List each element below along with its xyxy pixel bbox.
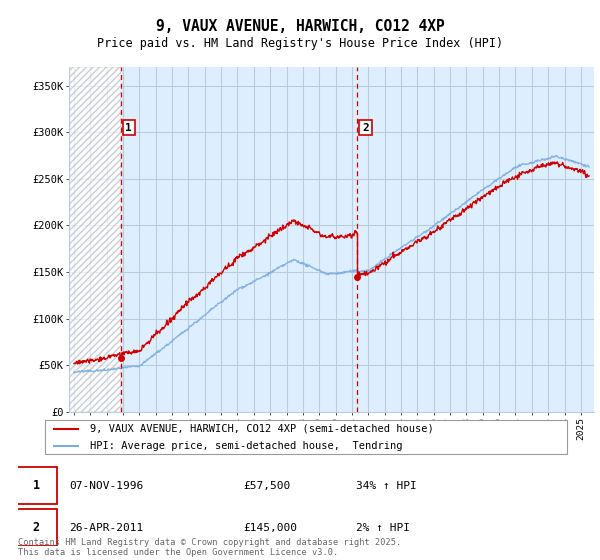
Bar	[69, 67, 121, 412]
Text: 9, VAUX AVENUE, HARWICH, CO12 4XP (semi-detached house): 9, VAUX AVENUE, HARWICH, CO12 4XP (semi-…	[89, 423, 433, 433]
Text: 26-APR-2011: 26-APR-2011	[69, 522, 143, 533]
Text: 9, VAUX AVENUE, HARWICH, CO12 4XP: 9, VAUX AVENUE, HARWICH, CO12 4XP	[155, 19, 445, 34]
Text: 2: 2	[362, 123, 369, 133]
Text: 1: 1	[33, 479, 40, 492]
Text: £145,000: £145,000	[244, 522, 298, 533]
Text: 1: 1	[125, 123, 132, 133]
Text: 2% ↑ HPI: 2% ↑ HPI	[356, 522, 410, 533]
Text: Price paid vs. HM Land Registry's House Price Index (HPI): Price paid vs. HM Land Registry's House …	[97, 37, 503, 50]
Text: 34% ↑ HPI: 34% ↑ HPI	[356, 480, 417, 491]
Text: Contains HM Land Registry data © Crown copyright and database right 2025.
This d: Contains HM Land Registry data © Crown c…	[18, 538, 401, 557]
Text: £57,500: £57,500	[244, 480, 291, 491]
FancyBboxPatch shape	[15, 509, 58, 546]
Text: HPI: Average price, semi-detached house,  Tendring: HPI: Average price, semi-detached house,…	[89, 441, 402, 451]
Bar	[69, 67, 121, 412]
FancyBboxPatch shape	[15, 467, 58, 504]
Text: 07-NOV-1996: 07-NOV-1996	[69, 480, 143, 491]
FancyBboxPatch shape	[44, 420, 568, 455]
Text: 2: 2	[33, 521, 40, 534]
